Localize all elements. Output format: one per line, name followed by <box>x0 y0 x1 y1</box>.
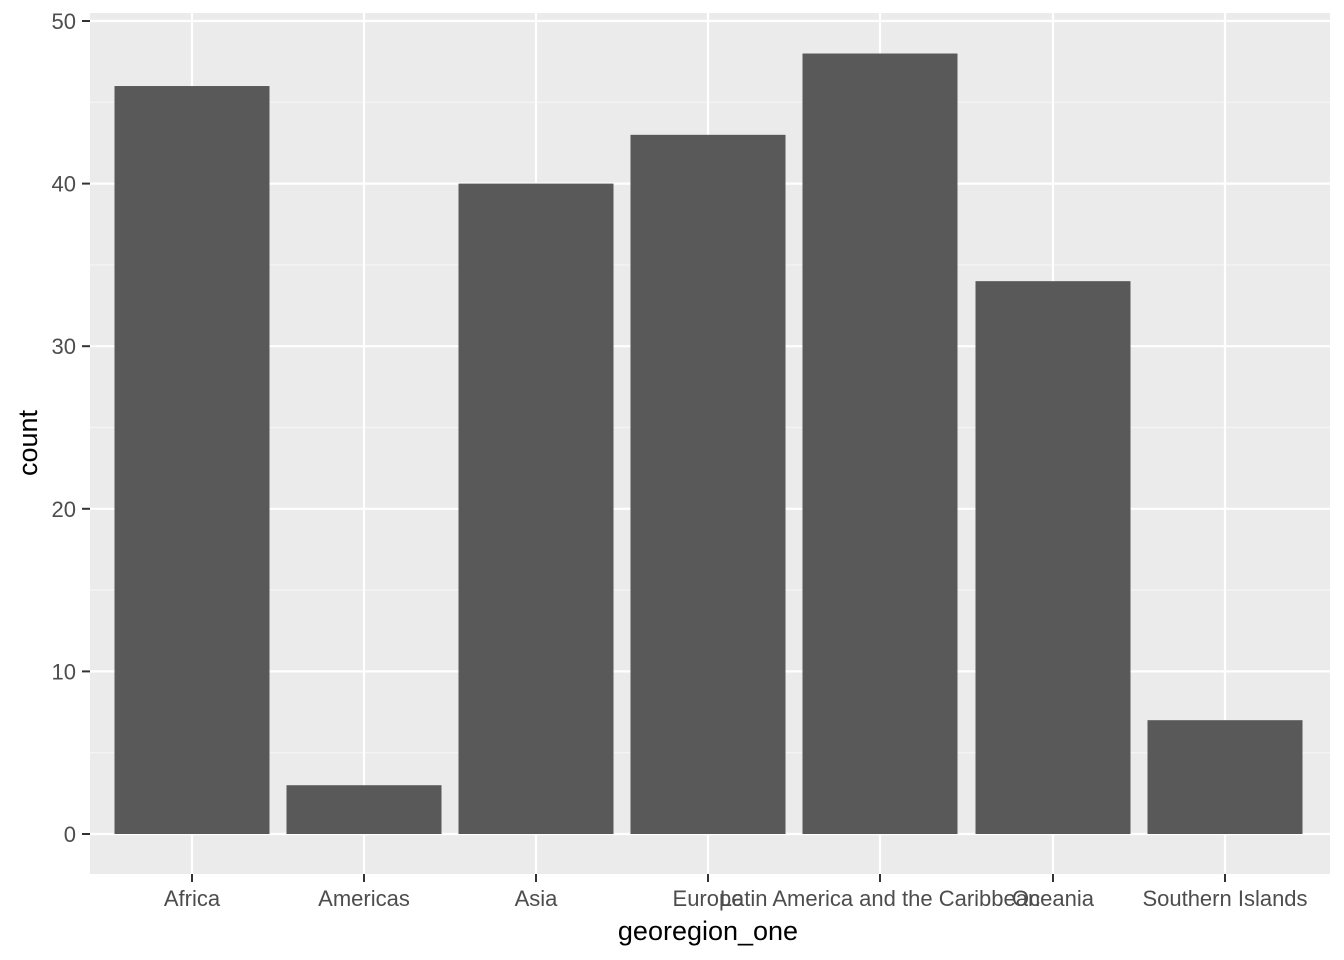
bar-africa <box>114 86 270 835</box>
bar-oceania <box>975 281 1131 834</box>
y-tick-label: 40 <box>52 172 76 197</box>
y-tick-label: 10 <box>52 659 76 684</box>
x-axis-title: georegion_one <box>618 916 798 946</box>
y-tick-label: 20 <box>52 497 76 522</box>
x-tick-label: Oceania <box>1012 886 1095 911</box>
x-tick-label: Europe <box>673 886 744 911</box>
bar-asia <box>458 183 614 835</box>
bar-southern-islands <box>1147 720 1303 834</box>
x-tick-label: Americas <box>318 886 410 911</box>
y-tick-label: 0 <box>64 822 76 847</box>
bars <box>114 53 1303 835</box>
x-tick-label: Asia <box>515 886 559 911</box>
bar-americas <box>286 785 442 834</box>
x-tick-label: Latin America and the Caribbean <box>720 886 1040 911</box>
bar-latin-america-and-the-caribbean <box>802 53 958 834</box>
y-tick-label: 50 <box>52 9 76 34</box>
y-axis: 0 10 20 30 40 50 <box>52 9 90 847</box>
x-tick-label: Southern Islands <box>1142 886 1307 911</box>
x-tick-label: Africa <box>164 886 221 911</box>
y-tick-label: 30 <box>52 334 76 359</box>
y-axis-title: count <box>13 409 43 476</box>
bar-europe <box>630 134 786 834</box>
